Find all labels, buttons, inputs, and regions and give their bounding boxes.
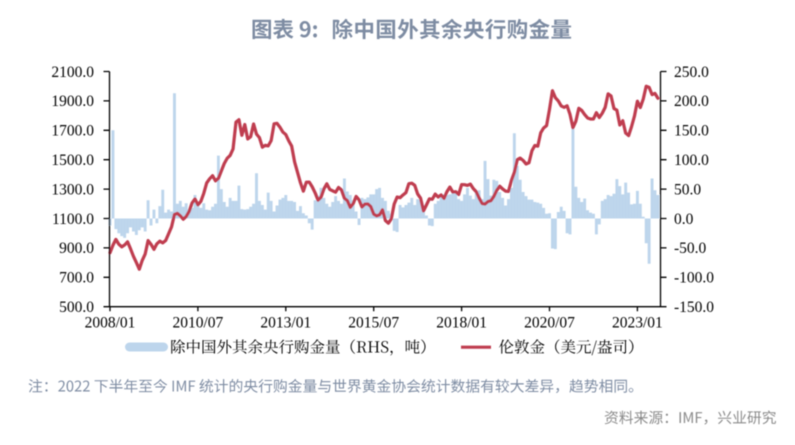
svg-text:1100.0: 1100.0 xyxy=(52,211,94,228)
svg-text:50.0: 50.0 xyxy=(674,181,701,198)
svg-text:2013/01: 2013/01 xyxy=(260,314,311,331)
svg-text:150.0: 150.0 xyxy=(674,123,709,140)
svg-text:200.0: 200.0 xyxy=(674,93,709,110)
svg-text:-100.0: -100.0 xyxy=(674,270,714,287)
svg-text:100.0: 100.0 xyxy=(674,152,709,169)
svg-text:500.0: 500.0 xyxy=(59,299,94,316)
svg-text:2100.0: 2100.0 xyxy=(51,64,94,81)
svg-text:900.0: 900.0 xyxy=(59,240,94,257)
svg-text:2008/01: 2008/01 xyxy=(85,314,136,331)
svg-text:2020/07: 2020/07 xyxy=(524,314,575,331)
svg-text:-150.0: -150.0 xyxy=(674,299,714,316)
svg-text:700.0: 700.0 xyxy=(59,270,94,287)
svg-text:2018/01: 2018/01 xyxy=(436,314,487,331)
svg-text:1500.0: 1500.0 xyxy=(51,152,94,169)
svg-text:1900.0: 1900.0 xyxy=(51,93,94,110)
svg-text:1700.0: 1700.0 xyxy=(51,123,94,140)
svg-text:250.0: 250.0 xyxy=(674,64,709,81)
svg-text:2010/07: 2010/07 xyxy=(172,314,223,331)
svg-text:0.0: 0.0 xyxy=(674,211,694,228)
svg-text:2015/07: 2015/07 xyxy=(348,314,399,331)
svg-text:2023/01: 2023/01 xyxy=(612,314,663,331)
svg-text:-50.0: -50.0 xyxy=(674,240,707,257)
svg-text:1300.0: 1300.0 xyxy=(51,181,94,198)
